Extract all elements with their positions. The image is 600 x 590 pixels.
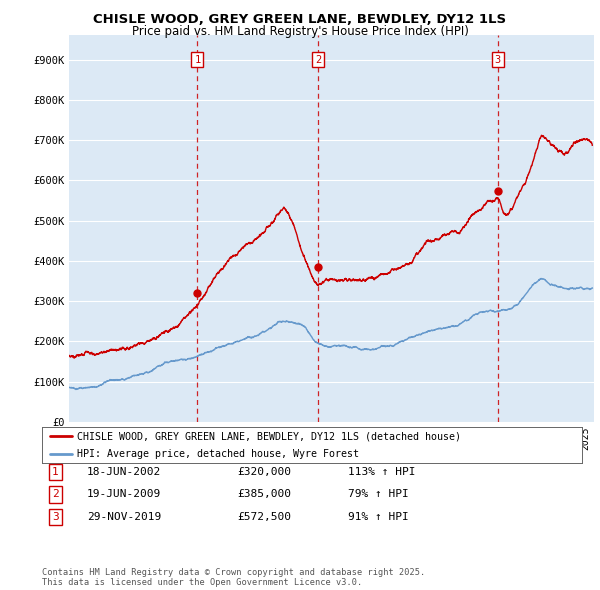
Text: CHISLE WOOD, GREY GREEN LANE, BEWDLEY, DY12 1LS (detached house): CHISLE WOOD, GREY GREEN LANE, BEWDLEY, D… <box>77 431 461 441</box>
Text: 79% ↑ HPI: 79% ↑ HPI <box>348 490 409 499</box>
Text: Price paid vs. HM Land Registry's House Price Index (HPI): Price paid vs. HM Land Registry's House … <box>131 25 469 38</box>
Text: Contains HM Land Registry data © Crown copyright and database right 2025.
This d: Contains HM Land Registry data © Crown c… <box>42 568 425 587</box>
Text: 1: 1 <box>194 54 200 64</box>
Text: CHISLE WOOD, GREY GREEN LANE, BEWDLEY, DY12 1LS: CHISLE WOOD, GREY GREEN LANE, BEWDLEY, D… <box>94 13 506 26</box>
Text: 18-JUN-2002: 18-JUN-2002 <box>87 467 161 477</box>
Text: 2: 2 <box>52 490 59 499</box>
Text: 3: 3 <box>495 54 501 64</box>
Text: 113% ↑ HPI: 113% ↑ HPI <box>348 467 415 477</box>
Text: £320,000: £320,000 <box>237 467 291 477</box>
Text: £572,500: £572,500 <box>237 512 291 522</box>
Text: 19-JUN-2009: 19-JUN-2009 <box>87 490 161 499</box>
Text: 1: 1 <box>52 467 59 477</box>
Text: 2: 2 <box>315 54 321 64</box>
Text: £385,000: £385,000 <box>237 490 291 499</box>
Text: 91% ↑ HPI: 91% ↑ HPI <box>348 512 409 522</box>
Text: 29-NOV-2019: 29-NOV-2019 <box>87 512 161 522</box>
Text: 3: 3 <box>52 512 59 522</box>
Text: HPI: Average price, detached house, Wyre Forest: HPI: Average price, detached house, Wyre… <box>77 449 359 459</box>
